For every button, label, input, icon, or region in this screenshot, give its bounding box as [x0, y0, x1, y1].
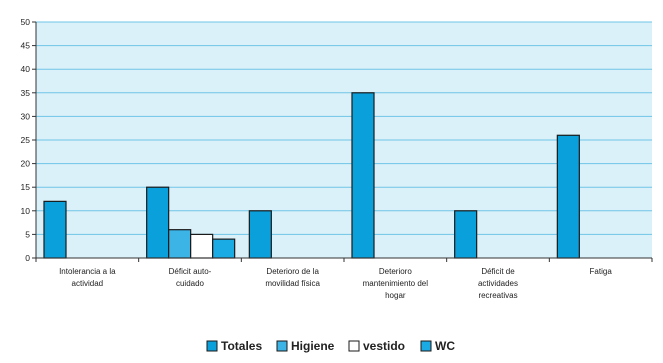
legend-swatch-wc — [420, 340, 432, 352]
axes — [35, 22, 653, 262]
x-category-label-line: cuidado — [176, 279, 205, 288]
x-category-label-line: Deterioro — [379, 267, 412, 276]
y-tick-label: 20 — [21, 159, 31, 169]
bar-totales — [43, 200, 67, 259]
y-tick-label: 0 — [25, 253, 30, 263]
y-tick-label: 25 — [21, 135, 31, 145]
x-category-label-line: Fatiga — [590, 267, 613, 276]
x-category-label-line: Déficit de — [481, 267, 515, 276]
y-tick-label: 45 — [21, 41, 31, 51]
x-category-label: Fatiga — [590, 267, 613, 276]
gridlines — [36, 21, 652, 259]
x-category-label: Déficit auto-cuidado — [169, 267, 212, 288]
bar-totales — [351, 92, 375, 259]
y-tick-label: 40 — [21, 64, 31, 74]
bar-totales — [454, 210, 478, 259]
x-category-label: Intolerancia a la actividad — [59, 267, 116, 288]
legend-swatch-higiene — [276, 340, 288, 352]
y-tick-label: 15 — [21, 182, 31, 192]
bar-higiene — [168, 229, 192, 259]
legend-label-totales: Totales — [221, 339, 262, 353]
bar-totales — [248, 210, 272, 259]
legend-swatch-totales — [206, 340, 218, 352]
x-category-label-line: hogar — [385, 291, 406, 300]
legend-label-vestido: vestido — [363, 339, 405, 353]
x-category-label-line: movilidad física — [265, 279, 320, 288]
x-category-label: Deterioro mantenimiento del hogar — [363, 267, 429, 300]
x-category-label-line: actividad — [72, 279, 104, 288]
bars — [43, 92, 580, 259]
x-category-label: Déficit de actividades recreativas — [478, 267, 518, 300]
x-category-label-line: mantenimiento del — [363, 279, 429, 288]
legend: Totales Higiene vestido WC — [206, 339, 455, 353]
x-category-label-line: actividades — [478, 279, 518, 288]
legend-swatch-vestido — [348, 340, 360, 352]
y-tick-label: 30 — [21, 111, 31, 121]
y-tick-label: 50 — [21, 17, 31, 27]
legend-label-wc: WC — [435, 339, 455, 353]
y-axis-ticks: 0 5 10 15 20 25 30 35 40 45 50 — [21, 17, 36, 263]
bar-wc — [212, 238, 236, 259]
bar-vestido — [190, 233, 214, 259]
x-category-label-line: Déficit auto- — [169, 267, 212, 276]
x-axis-category-labels: Intolerancia a la actividad Déficit auto-c… — [59, 267, 612, 300]
y-tick-label: 35 — [21, 88, 31, 98]
legend-label-higiene: Higiene — [291, 339, 335, 353]
x-category-label: Deterioro de la movilidad física — [265, 267, 320, 288]
x-category-label-line: Intolerancia a la — [59, 267, 116, 276]
y-tick-label: 10 — [21, 206, 31, 216]
x-category-label-line: Deterioro de la — [266, 267, 319, 276]
bar-totales — [146, 186, 170, 259]
y-tick-label: 5 — [25, 229, 30, 239]
bar-totales — [556, 134, 580, 259]
x-category-label-line: recreativas — [478, 291, 517, 300]
